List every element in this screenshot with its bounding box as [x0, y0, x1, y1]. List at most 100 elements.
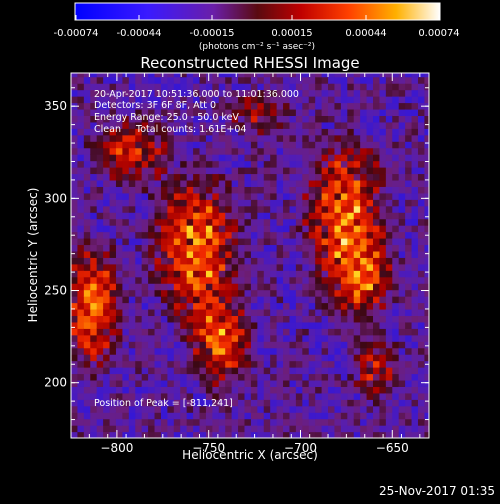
heatmap-cell — [128, 386, 136, 394]
heatmap-cell — [373, 128, 381, 136]
heatmap-cell — [135, 173, 143, 181]
heatmap-cell — [328, 108, 336, 116]
heatmap-cell — [199, 115, 207, 123]
heatmap-cell — [225, 199, 233, 207]
heatmap-cell — [392, 315, 400, 323]
heatmap-cell — [379, 418, 387, 426]
heatmap-cell — [77, 76, 85, 84]
heatmap-cell — [193, 431, 201, 438]
heatmap-cell — [90, 205, 98, 213]
heatmap-cell — [141, 308, 149, 317]
heatmap-cell — [315, 386, 323, 394]
heatmap-cell — [385, 289, 393, 297]
heatmap-cell — [263, 244, 271, 252]
heatmap-cell — [141, 128, 149, 136]
heatmap-cell — [373, 431, 381, 438]
heatmap-cell — [334, 147, 342, 155]
heatmap-cell — [353, 302, 361, 310]
heatmap-cell — [205, 328, 213, 336]
heatmap-cell — [238, 425, 246, 433]
heatmap-cell — [321, 289, 329, 297]
heatmap-cell — [205, 205, 213, 213]
heatmap-cell — [360, 218, 368, 226]
heatmap-cell — [315, 186, 323, 194]
heatmap-cell — [360, 96, 368, 104]
heatmap-cell — [205, 212, 213, 220]
heatmap-cell — [289, 360, 297, 368]
heatmap-cell — [71, 225, 79, 233]
heatmap-cell — [205, 257, 213, 265]
heatmap-cell — [122, 289, 130, 297]
heatmap-cell — [186, 128, 194, 136]
heatmap-cell — [193, 121, 201, 129]
heatmap-cell — [270, 263, 278, 271]
heatmap-cell — [115, 231, 124, 239]
heatmap-cell — [250, 386, 258, 394]
heatmap-cell — [115, 418, 124, 426]
heatmap-cell — [289, 108, 297, 116]
heatmap-cell — [321, 250, 329, 258]
heatmap-cell — [212, 115, 220, 123]
heatmap-cell — [83, 360, 91, 368]
heatmap-cell — [295, 199, 303, 207]
heatmap-cell — [212, 121, 220, 129]
heatmap-cell — [231, 386, 239, 394]
heatmap-cell — [77, 431, 85, 438]
heatmap-cell — [385, 341, 393, 349]
heatmap-cell — [385, 257, 393, 265]
heatmap-cell — [193, 212, 201, 220]
heatmap-cell — [398, 296, 406, 304]
heatmap-cell — [334, 418, 342, 426]
heatmap-cell — [289, 354, 297, 362]
heatmap-cell — [257, 283, 265, 291]
heatmap-cell — [392, 283, 400, 291]
heatmap-cell — [398, 167, 406, 175]
heatmap-cell — [212, 244, 220, 252]
heatmap-cell — [270, 296, 278, 304]
heatmap-cell — [71, 341, 79, 349]
plot-frame — [70, 72, 430, 439]
heatmap-cell — [128, 128, 136, 136]
heatmap-cell — [302, 186, 310, 194]
heatmap-cell — [173, 192, 181, 200]
heatmap-cell — [231, 128, 239, 136]
heatmap-cell — [424, 96, 429, 104]
heatmap-cell — [180, 405, 188, 413]
heatmap-cell — [334, 96, 342, 104]
heatmap-cell — [128, 302, 136, 310]
heatmap-cell — [411, 134, 419, 142]
heatmap-cell — [257, 425, 265, 433]
heatmap-cell — [340, 218, 348, 226]
heatmap-cell — [411, 321, 419, 329]
heatmap-cell — [250, 83, 258, 91]
heatmap-cell — [302, 379, 310, 387]
heatmap-cell — [148, 334, 156, 342]
heatmap-cell — [141, 108, 149, 116]
heatmap-cell — [405, 302, 413, 310]
heatmap-cell — [257, 418, 265, 426]
heatmap-cell — [128, 160, 136, 168]
heatmap-cell — [186, 115, 194, 123]
heatmap-cell — [212, 89, 220, 97]
heatmap-cell — [315, 76, 323, 84]
heatmap-cell — [398, 418, 406, 426]
heatmap-cell — [90, 412, 98, 420]
heatmap-cell — [276, 76, 284, 84]
heatmap-cell — [366, 173, 374, 181]
heatmap-cell — [315, 308, 323, 317]
heatmap-cell — [334, 225, 342, 233]
heatmap-cell — [154, 154, 162, 162]
heatmap-cell — [289, 128, 297, 136]
heatmap-cell — [417, 257, 426, 265]
heatmap-cell — [225, 328, 233, 336]
heatmap-cell — [141, 392, 149, 400]
heatmap-cell — [379, 115, 387, 123]
heatmap-cell — [424, 328, 429, 336]
heatmap-cell — [160, 141, 168, 149]
heatmap-cell — [276, 199, 284, 207]
heatmap-cell — [186, 276, 194, 284]
heatmap-cell — [199, 160, 207, 168]
heatmap-cell — [103, 276, 111, 284]
heatmap-cell — [167, 186, 175, 194]
